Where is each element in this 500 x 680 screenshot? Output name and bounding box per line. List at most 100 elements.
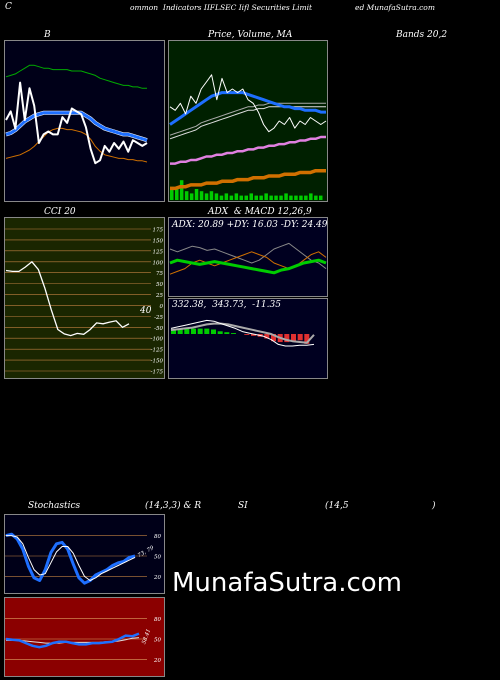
adx-values-label: ADX: 20.89 +DY: 16.03 -DY: 24.49: [172, 220, 328, 230]
ma-gray-line: [169, 102, 326, 136]
macd-histogram-bar: [297, 334, 303, 341]
panel-background: [168, 40, 328, 202]
volume-bar: [209, 191, 214, 200]
macd-histogram-bar: [244, 334, 250, 335]
volume-bar: [284, 193, 288, 200]
price-ma-panel: [168, 40, 328, 202]
stoch-tick-label: 20: [153, 575, 161, 581]
rsi-panel: 80 50 20 58.41: [4, 597, 165, 677]
cci-tick-label: 150: [153, 238, 164, 244]
cci-tick-label: 100: [153, 260, 164, 266]
volume-bar: [194, 189, 199, 200]
bands-title: Bands 20,2: [396, 30, 448, 40]
macd-signal-line: [170, 322, 315, 344]
panel-background: [4, 514, 165, 594]
macd-histogram-bar: [304, 334, 310, 344]
volume-bar: [299, 195, 303, 200]
price-ma-title: Price, Volume, MA: [208, 30, 293, 40]
volume-bar: [229, 195, 234, 200]
macd-histogram-bar: [184, 328, 190, 334]
volume-bar: [175, 189, 179, 200]
cci-tick-label: 0: [160, 304, 164, 310]
bollinger-panel: [4, 40, 165, 202]
volume-bar: [224, 193, 229, 200]
cci-tick-label: -25: [154, 315, 163, 321]
macd-histogram-bar: [177, 329, 183, 334]
rsi-title: SI: [238, 501, 248, 511]
panel-background: [4, 597, 165, 677]
macd-histogram-bar: [284, 334, 290, 343]
cci-tick-label: -125: [151, 348, 164, 354]
volume-bar: [279, 195, 283, 200]
cci-tick-label: -150: [151, 359, 164, 365]
adx-panel: [168, 217, 328, 297]
rsi-tick-label: 80: [154, 617, 161, 623]
volume-bar: [289, 195, 293, 200]
volume-bar: [234, 193, 239, 200]
cci-last-label: 40: [140, 306, 152, 316]
rsi-tick-label: 50: [154, 638, 161, 644]
macd-histogram-bar: [217, 331, 223, 334]
macd-histogram-bar: [191, 328, 196, 334]
bb-lower-line: [5, 127, 148, 163]
cci-tick-label: 25: [155, 293, 163, 299]
cci-tick-label: 50: [156, 282, 163, 288]
stoch-params: (14,3,3) & R: [145, 501, 202, 511]
bb-middle-line: [5, 111, 148, 142]
volume-bar: [274, 195, 278, 200]
cci-panel: 175 150 125 100 75 50 25 0 -25 -50 -100 -125 -150 -17…: [4, 217, 165, 379]
macd-line: [170, 319, 315, 347]
volume-bar: [254, 195, 258, 200]
macd-histogram-bar: [271, 334, 276, 342]
volume-bar: [244, 195, 248, 200]
cci-tick-label: -50: [154, 326, 163, 332]
macd-histogram-bar: [231, 333, 236, 334]
header-center: ommon Indicators IIFLSEC Iifl Securities…: [130, 3, 313, 12]
volume-bar: [314, 195, 318, 200]
volume-bar: [204, 193, 209, 200]
cci-tick-label: 75: [156, 271, 163, 277]
rsi-tick-label: 20: [153, 658, 161, 664]
volume-bar: [249, 193, 253, 200]
macd-histogram-bar: [264, 334, 270, 339]
adx-macd-title: ADX & MACD 12,26,9: [208, 207, 312, 217]
header-right: ed MunafaSutra.com: [355, 3, 435, 12]
ma-orange-line: [170, 168, 326, 191]
panel-background: [4, 217, 165, 379]
price-line: [169, 74, 327, 133]
rsi-params: (14,5: [325, 501, 349, 511]
stoch-k-line: [5, 532, 136, 585]
volume-bar: [309, 193, 313, 200]
macd-histogram-bar: [224, 332, 230, 334]
volume-bar: [189, 193, 194, 200]
macd-histogram-bar: [211, 329, 216, 334]
macd-histogram-bar: [251, 334, 256, 336]
bb-price-line: [5, 81, 148, 165]
stoch-d-line: [6, 535, 136, 581]
ma-blue-line: [169, 91, 326, 126]
cci-tick-label: -175: [151, 370, 164, 376]
cci-title: CCI 20: [44, 207, 76, 217]
header-left: C: [5, 2, 12, 12]
volume-bar: [184, 191, 189, 200]
volume-bar: [304, 195, 308, 200]
stoch-title: Stochastics: [28, 501, 81, 511]
volume-bar: [319, 195, 323, 200]
volume-bar: [259, 195, 263, 200]
rsi-line: [5, 632, 140, 649]
stoch-tick-label: 50: [154, 555, 161, 561]
volume-bar: [179, 180, 184, 200]
macd-histogram-bar: [197, 328, 203, 334]
panel-background: [168, 217, 328, 297]
volume-bar: [214, 193, 219, 200]
volume-bar: [239, 195, 243, 200]
volume-bar: [269, 195, 273, 200]
ma-pink-line: [170, 135, 326, 165]
plus-di-line: [169, 242, 327, 269]
macd-values-label: 332.38, 343.73, -11.35: [172, 300, 281, 310]
cci-tick-label: -100: [151, 337, 164, 343]
cci-tick-label: 125: [153, 249, 164, 255]
volume-bar: [264, 193, 268, 200]
rsi-last-label: 58.41: [141, 628, 152, 645]
